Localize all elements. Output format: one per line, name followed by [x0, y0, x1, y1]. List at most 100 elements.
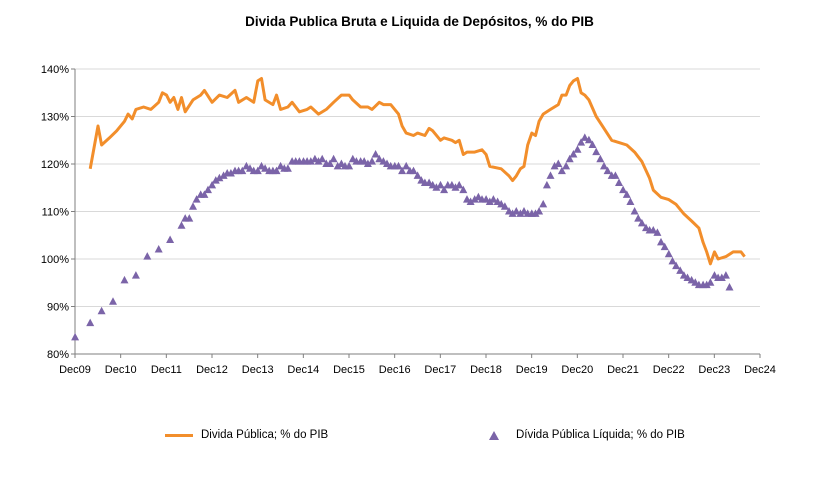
data-point-triangle [432, 183, 441, 191]
data-point-triangle [131, 271, 140, 279]
data-point-triangle [531, 209, 540, 217]
series-line-divida-publica [88, 77, 746, 266]
data-point-triangle [664, 249, 673, 258]
data-point-triangle [619, 185, 628, 194]
data-point-triangle [489, 195, 498, 203]
x-tick-label: Dec20 [561, 364, 593, 376]
data-point-triangle [143, 252, 152, 260]
x-tick-label: Dec10 [105, 364, 137, 376]
data-point-triangle [455, 180, 464, 189]
y-tick-label: 80% [47, 349, 69, 361]
data-point-triangle [215, 173, 224, 182]
data-point-triangle [634, 214, 643, 222]
data-point-triangle [402, 161, 411, 170]
data-point-triangle [660, 242, 669, 251]
x-tick-label: Dec17 [424, 364, 456, 376]
data-point-triangle [375, 154, 384, 163]
data-point-triangle [326, 159, 334, 167]
data-point-triangle [683, 273, 692, 281]
data-point-triangle [562, 161, 571, 170]
data-point-triangle [611, 171, 620, 179]
data-point-triangle [706, 278, 715, 286]
x-tick-label: Dec16 [379, 364, 411, 376]
data-point-triangle [577, 138, 586, 146]
data-point-triangle [238, 166, 247, 175]
data-point-triangle [615, 178, 623, 186]
x-axis-tick-labels: Dec09 Dec10 Dec11 Dec12 Dec13 Dec14 Dec15 Dec16… [59, 364, 776, 376]
data-point-triangle [394, 161, 403, 170]
data-point-triangle [676, 266, 685, 274]
x-tick-label: Dec11 [151, 364, 182, 376]
x-tick-label: Dec21 [607, 364, 639, 376]
data-point-triangle [154, 245, 163, 253]
data-point-triangle [192, 195, 201, 203]
data-point-triangle [516, 209, 525, 217]
data-point-triangle [189, 202, 197, 210]
data-point-triangle [630, 207, 639, 215]
data-point-triangle [333, 161, 342, 170]
legend-triangle-swatch [489, 430, 499, 440]
data-point-triangle [512, 207, 521, 215]
data-point-triangle [603, 166, 612, 175]
data-point-triangle [500, 202, 509, 210]
data-point-triangle [109, 297, 117, 305]
data-point-triangle [226, 169, 235, 177]
data-point-triangle [588, 140, 597, 148]
legend: Divida Pública; % do PIB Dívida Pública … [0, 429, 839, 447]
data-point-triangle [440, 185, 449, 194]
data-point-triangle [97, 306, 106, 315]
data-point-triangle [717, 273, 726, 281]
data-point-triangle [485, 197, 494, 205]
data-point-triangle [185, 214, 194, 222]
data-point-triangle [466, 197, 475, 205]
x-tick-label: Dec18 [470, 364, 502, 376]
data-point-triangle [120, 275, 129, 284]
x-tick-label: Dec22 [653, 364, 685, 376]
y-tick-label: 120% [41, 159, 69, 171]
legend-item-gross: Divida Pública; % do PIB [165, 429, 328, 441]
series-points-divida-publica-liquida [71, 133, 734, 341]
data-point-triangle [702, 280, 711, 289]
x-tick-label: Dec24 [744, 364, 776, 376]
x-tick-label: Dec19 [516, 364, 548, 376]
legend-item-net: Dívida Pública Líquida; % do PIB [480, 429, 685, 441]
grid-lines [75, 68, 760, 307]
data-point-triangle [371, 150, 380, 158]
data-point-triangle [409, 166, 418, 175]
data-point-triangle [584, 135, 593, 144]
x-tick-label: Dec13 [242, 364, 274, 376]
x-tick-label: Dec23 [698, 364, 730, 376]
data-point-triangle [596, 154, 605, 163]
data-point-triangle [622, 190, 631, 198]
data-point-triangle [554, 159, 563, 167]
x-tick-label: Dec09 [59, 364, 91, 376]
data-point-triangle [580, 133, 589, 141]
data-point-triangle [314, 157, 323, 165]
data-point-triangle [329, 154, 338, 163]
data-point-triangle [508, 209, 517, 217]
data-point-triangle [261, 164, 270, 172]
data-point-triangle [542, 180, 551, 189]
data-point-triangle [637, 218, 646, 227]
data-point-triangle [200, 190, 209, 198]
data-point-triangle [363, 159, 372, 167]
legend-line-swatch [165, 433, 193, 437]
data-point-triangle [721, 271, 730, 279]
data-point-triangle [436, 180, 445, 189]
data-point-triangle [649, 226, 658, 234]
data-point-triangle [725, 283, 734, 291]
data-point-triangle [219, 171, 228, 179]
axes [71, 68, 761, 358]
data-point-triangle [272, 166, 281, 175]
data-point-triangle [459, 185, 468, 194]
y-tick-label: 100% [41, 254, 69, 266]
data-point-triangle [413, 171, 422, 179]
data-point-triangle [204, 185, 212, 194]
data-point-triangle [470, 195, 479, 203]
y-tick-label: 130% [41, 112, 69, 124]
data-point-triangle [592, 147, 601, 156]
data-point-triangle [539, 199, 548, 208]
legend-label-net: Dívida Pública Líquida; % do PIB [516, 429, 685, 441]
x-tick-label: Dec15 [333, 364, 365, 376]
data-point-triangle [626, 197, 635, 205]
